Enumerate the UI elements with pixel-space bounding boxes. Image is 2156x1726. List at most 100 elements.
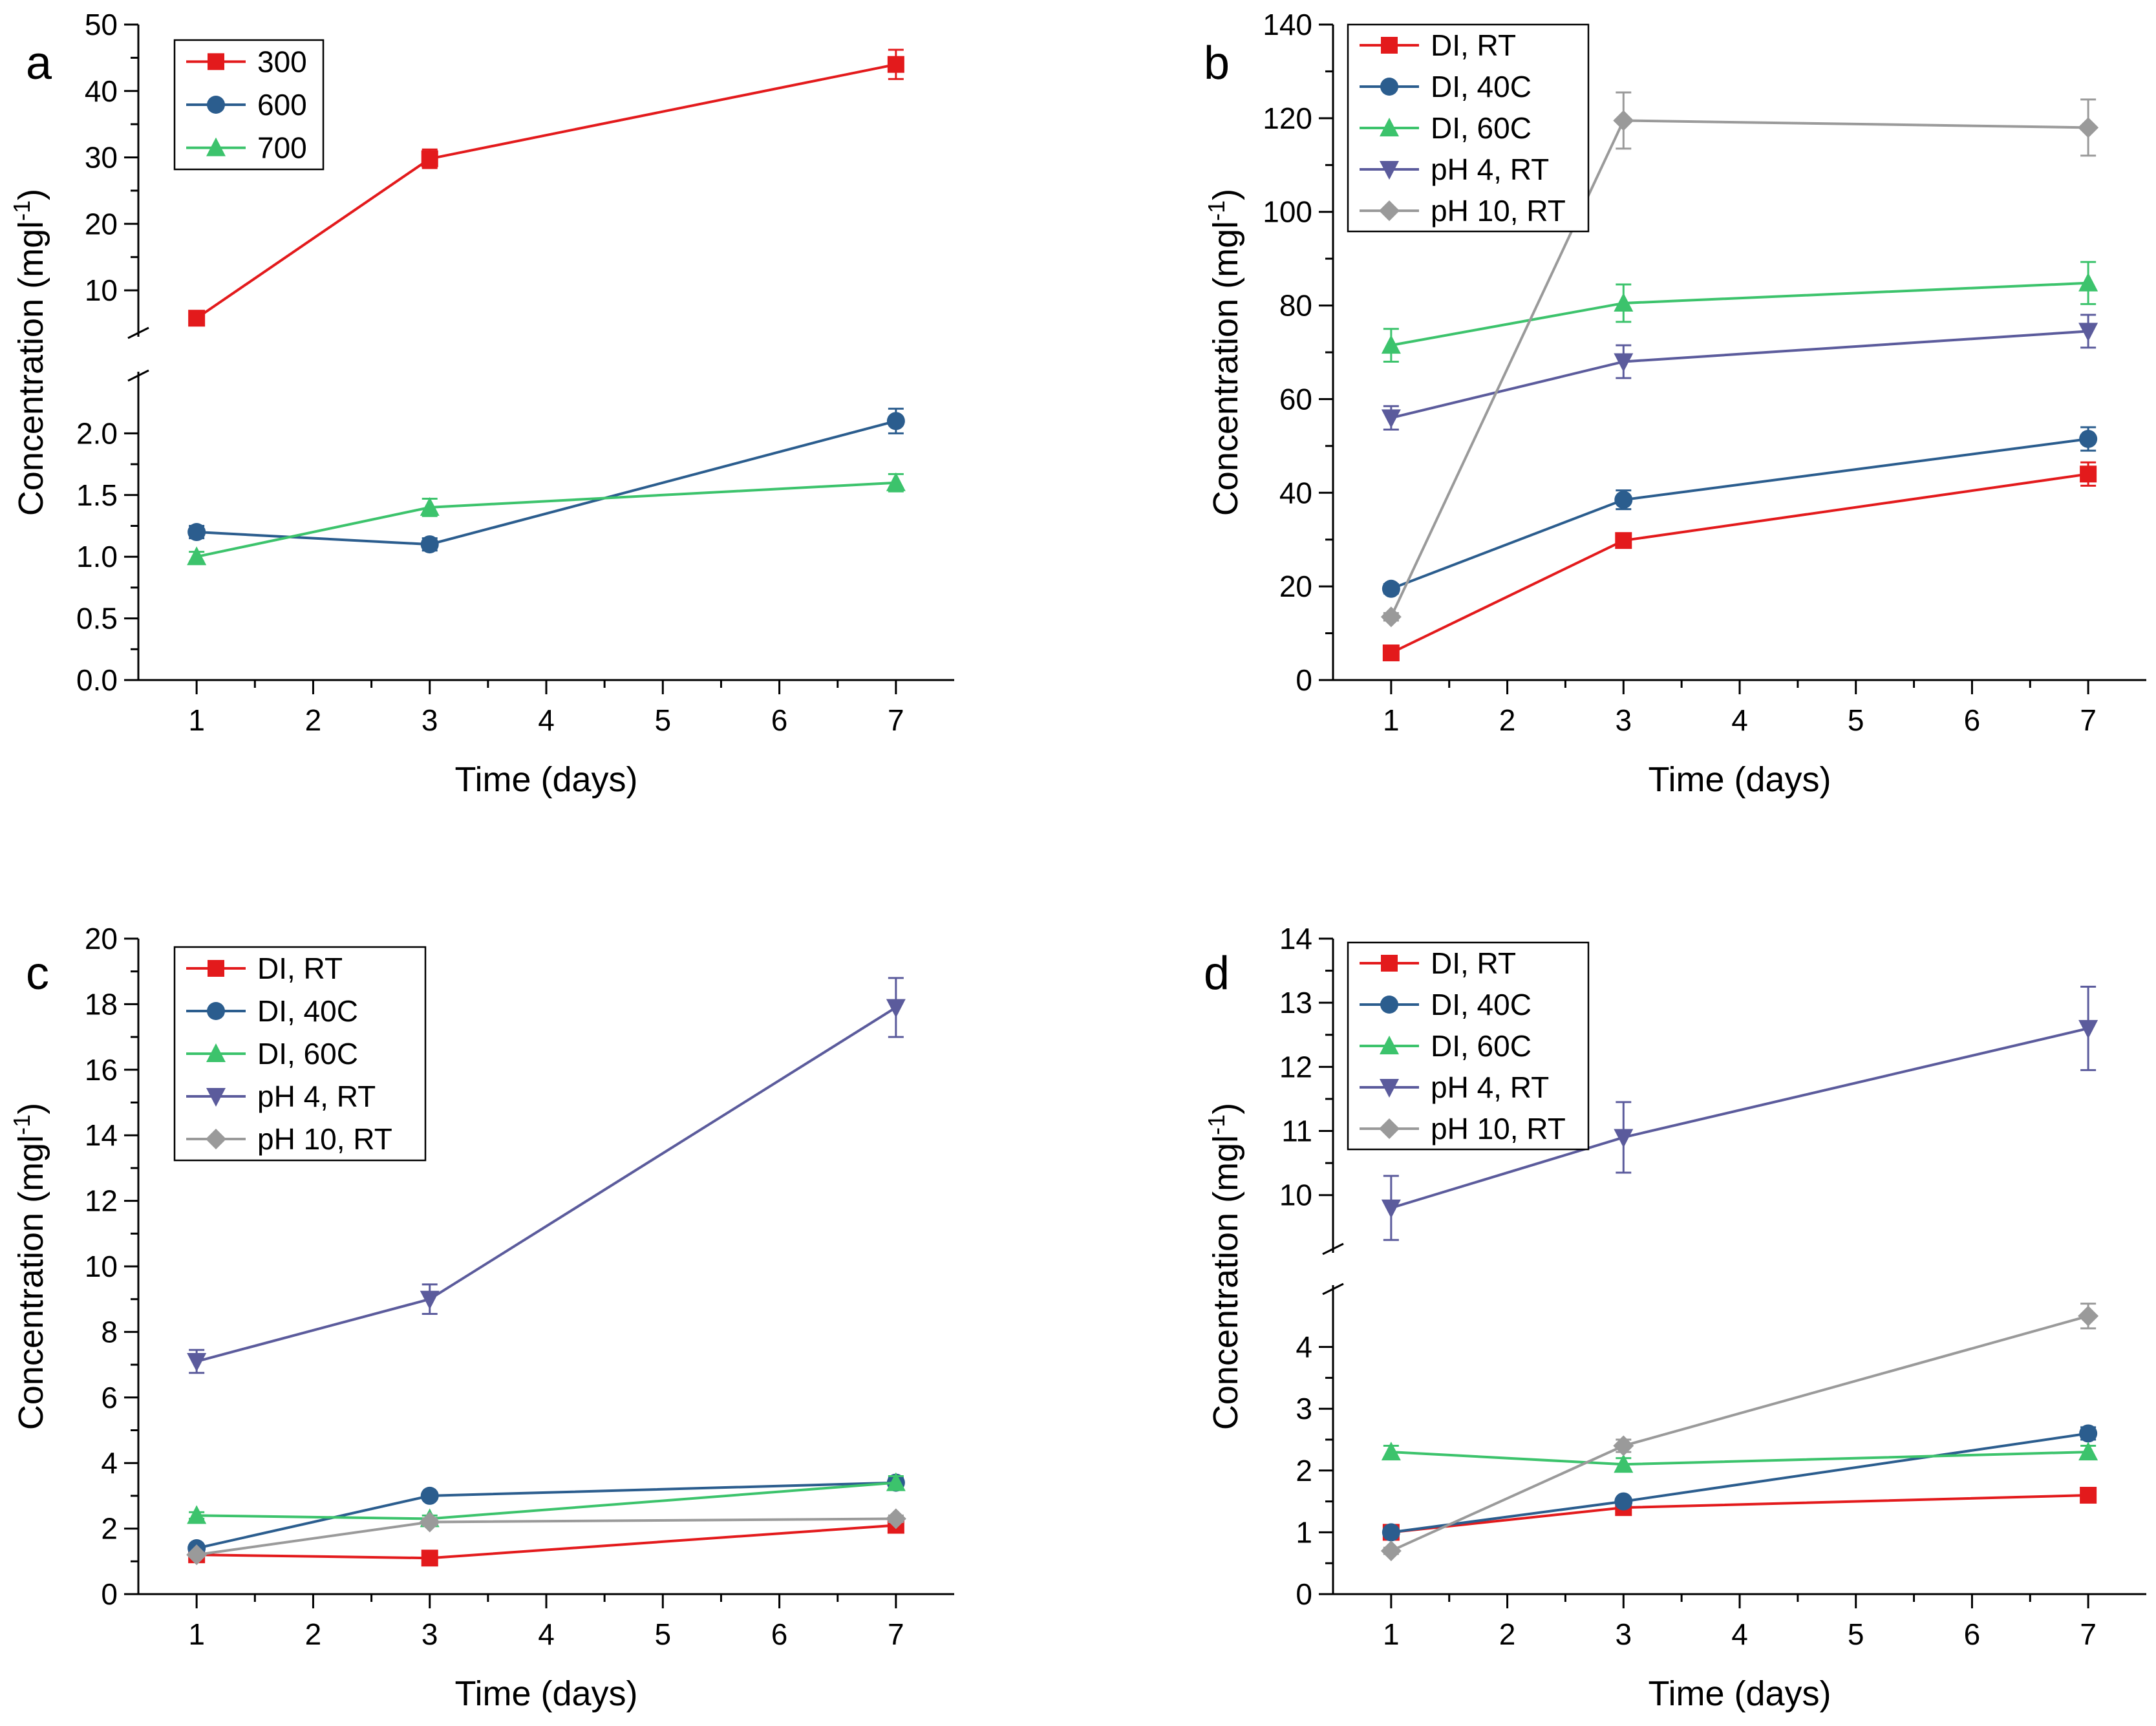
y-tick-label: 12 bbox=[1279, 1050, 1312, 1083]
data-point bbox=[420, 496, 440, 516]
series-line bbox=[196, 481, 896, 559]
y-tick-label: 1 bbox=[1296, 1515, 1312, 1549]
legend-label: DI, 60C bbox=[1431, 111, 1532, 145]
data-point bbox=[1613, 110, 1634, 131]
series-300 bbox=[188, 48, 904, 327]
series-di-40c bbox=[1382, 426, 2098, 598]
data-point bbox=[420, 535, 439, 554]
x-tick-label: 2 bbox=[1499, 1617, 1516, 1651]
data-point bbox=[2078, 1019, 2098, 1039]
chart-panel-a: 1 2 3 4 5 6 7 0.0 0.5 1.0 1.5 2.0 10 20 30 40 50 Time (da… bbox=[8, 8, 954, 799]
y-tick-label: 40 bbox=[1279, 476, 1312, 509]
y-tick-label: 0.0 bbox=[76, 663, 118, 697]
y-tick-label: 30 bbox=[85, 141, 118, 175]
series-700 bbox=[187, 472, 906, 566]
data-point bbox=[886, 999, 906, 1018]
data-point bbox=[188, 310, 206, 327]
data-point bbox=[420, 1290, 440, 1310]
x-axis-title: Time (days) bbox=[1648, 760, 1831, 799]
y-tick-label: 0.5 bbox=[76, 602, 118, 635]
y-tick-label: 2 bbox=[101, 1512, 118, 1546]
data-point bbox=[2078, 323, 2098, 342]
series-line bbox=[1391, 281, 2089, 347]
data-point bbox=[886, 472, 906, 491]
data-point bbox=[2079, 1424, 2098, 1443]
y-tick-label: 100 bbox=[1263, 195, 1312, 229]
data-point bbox=[1382, 1523, 1400, 1542]
panel-letter: c bbox=[26, 948, 49, 999]
x-tick-label: 6 bbox=[771, 703, 788, 737]
y-axis-title-sup: -1 bbox=[8, 200, 35, 221]
data-point bbox=[1614, 1492, 1633, 1511]
legend-label: pH 4, RT bbox=[1431, 153, 1549, 186]
y-tick-label: 16 bbox=[85, 1053, 118, 1087]
panel-letter: b bbox=[1204, 37, 1230, 89]
data-point bbox=[2079, 429, 2098, 448]
data-point bbox=[2080, 1487, 2097, 1504]
series-ph-4-rt bbox=[1381, 985, 2098, 1241]
data-point bbox=[1381, 335, 1401, 354]
data-point bbox=[421, 150, 438, 167]
x-tick-label: 4 bbox=[1731, 1617, 1748, 1651]
y-tick-label: 0 bbox=[101, 1577, 118, 1611]
legend-marker bbox=[206, 137, 226, 156]
legend-marker bbox=[206, 1088, 226, 1107]
legend-label: DI, 60C bbox=[1431, 1029, 1532, 1063]
series-di-40c bbox=[1382, 1424, 2098, 1542]
series-di-60c bbox=[1381, 261, 2098, 363]
y-tick-label: 2 bbox=[1296, 1454, 1312, 1487]
y-axis-title-close: ) bbox=[12, 1103, 50, 1114]
y-axis-title: Concentration (mgl-1) bbox=[8, 1103, 50, 1430]
x-axis-title: Time (days) bbox=[1648, 1674, 1831, 1713]
y-tick-label: 10 bbox=[85, 273, 118, 307]
legend: DI, RT DI, 40C DI, 60C pH 4, RT pH 10, RT bbox=[173, 946, 427, 1162]
data-point bbox=[2078, 1305, 2099, 1326]
x-tick-label: 1 bbox=[1383, 703, 1400, 737]
y-tick-label: 11 bbox=[1281, 1114, 1312, 1148]
panel-letter: a bbox=[26, 37, 52, 89]
data-point bbox=[1614, 491, 1633, 509]
series-ph-4-rt bbox=[1381, 314, 2098, 431]
data-point bbox=[2080, 465, 2097, 483]
legend: 300 600 700 bbox=[173, 39, 325, 171]
legend-marker bbox=[1380, 1036, 1399, 1054]
y-tick-label: 3 bbox=[1296, 1392, 1312, 1425]
series-line bbox=[1391, 1494, 2089, 1534]
series-di-60c bbox=[1381, 1442, 2098, 1473]
x-tick-label: 2 bbox=[305, 1617, 322, 1651]
series-line bbox=[1391, 1451, 2089, 1466]
y-axis-title-main: Concentration (mgl bbox=[1206, 1135, 1245, 1430]
legend-marker bbox=[208, 53, 224, 70]
y-axis-title: Concentration (mgl-1) bbox=[8, 189, 50, 516]
y-tick-label: 13 bbox=[1279, 986, 1312, 1019]
y-tick-label: 4 bbox=[1296, 1330, 1312, 1364]
x-tick-label: 5 bbox=[1848, 703, 1864, 737]
series-di-rt bbox=[1382, 1487, 2097, 1541]
panel-letter: d bbox=[1204, 948, 1230, 999]
x-tick-label: 5 bbox=[654, 1617, 671, 1651]
series-di-rt bbox=[1382, 461, 2097, 661]
x-tick-label: 4 bbox=[538, 703, 555, 737]
legend-marker bbox=[1380, 161, 1399, 180]
x-tick-label: 3 bbox=[422, 703, 438, 737]
x-tick-label: 7 bbox=[888, 703, 904, 737]
legend: DI, RT DI, 40C DI, 60C pH 4, RT pH 10, RT bbox=[1347, 941, 1590, 1151]
data-point bbox=[1381, 1199, 1401, 1219]
legend-label: DI, 40C bbox=[1431, 70, 1532, 103]
legend-marker bbox=[1380, 1079, 1399, 1098]
series-line bbox=[197, 1524, 896, 1560]
axis-break-mark bbox=[1322, 1283, 1344, 1295]
legend-label: DI, RT bbox=[1431, 946, 1516, 980]
y-tick-label: 1.5 bbox=[76, 478, 118, 512]
x-tick-label: 4 bbox=[538, 1617, 555, 1651]
data-point bbox=[2078, 1442, 2098, 1461]
legend-label: 300 bbox=[257, 45, 307, 78]
legend-label: 600 bbox=[257, 88, 307, 122]
data-point bbox=[187, 546, 207, 566]
series-line bbox=[1391, 1432, 2089, 1534]
data-point bbox=[419, 1511, 440, 1533]
legend-label: DI, 60C bbox=[257, 1037, 358, 1071]
y-tick-label: 140 bbox=[1263, 8, 1312, 41]
x-axis-title: Time (days) bbox=[454, 1674, 637, 1713]
